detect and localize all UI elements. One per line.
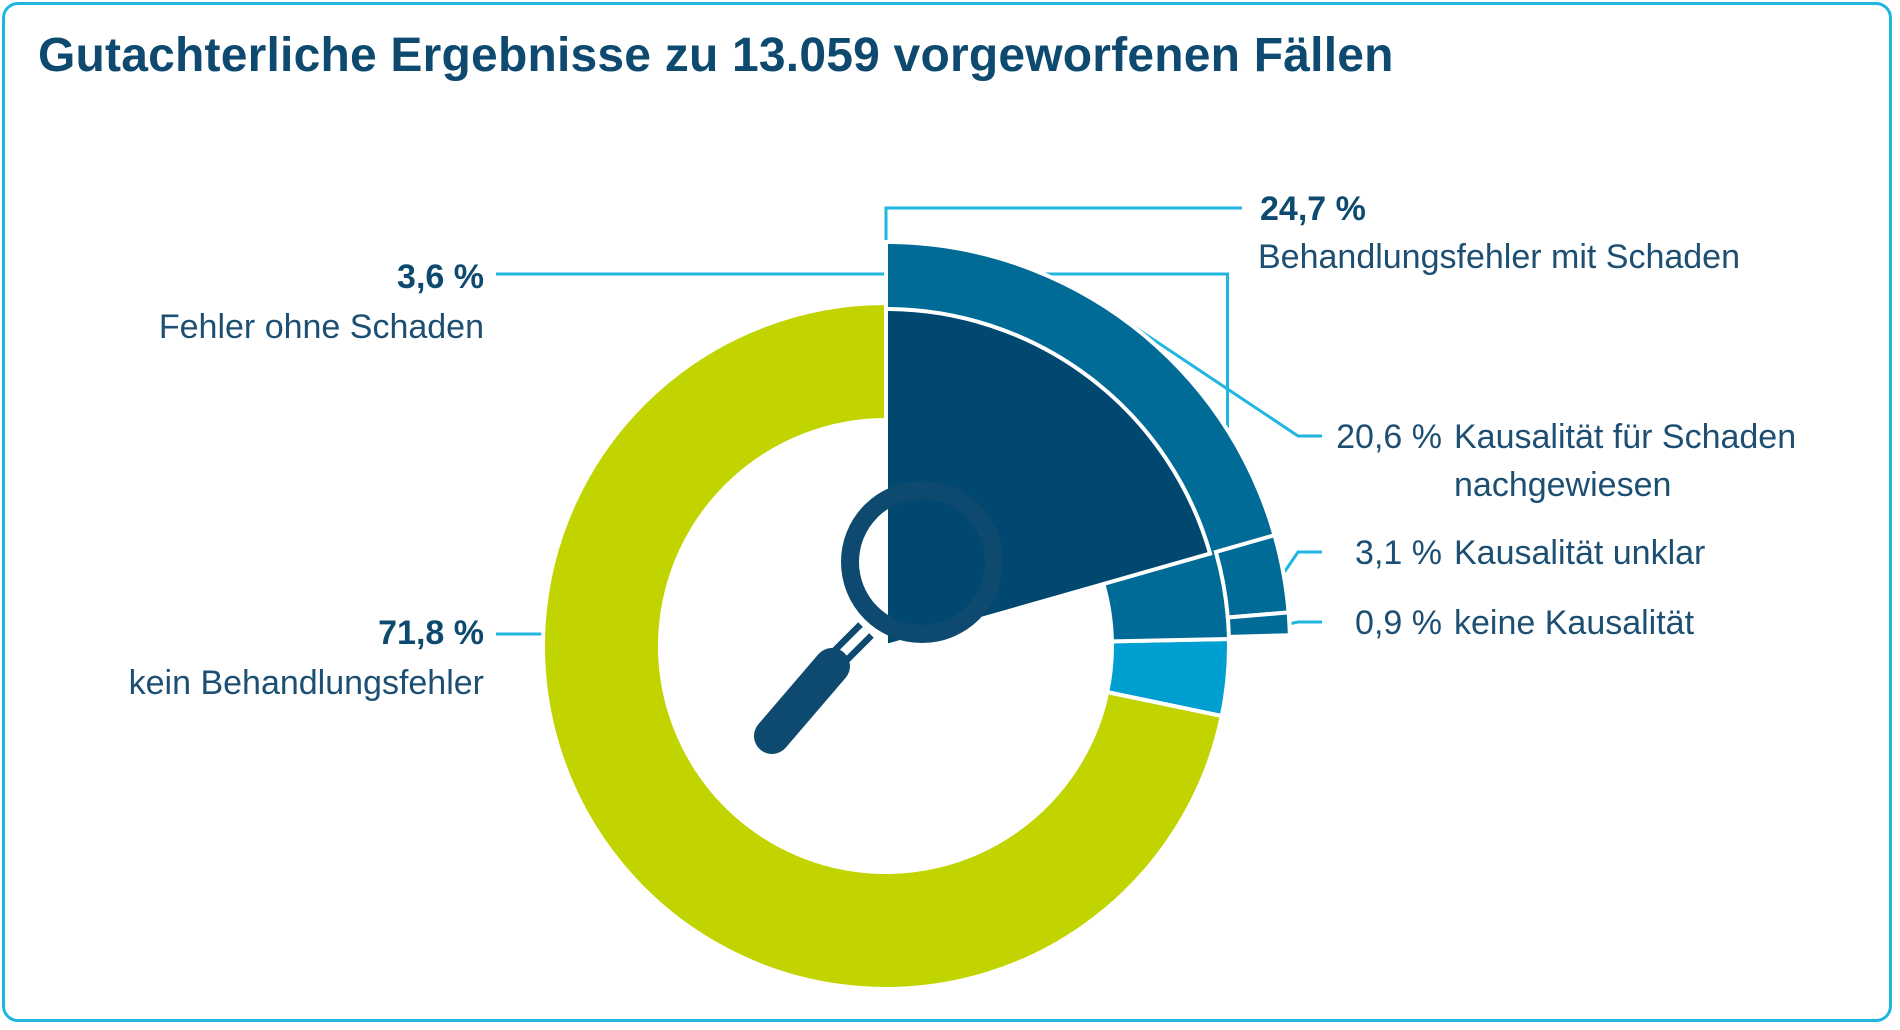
label-nachgewiesen-pct: 20,6 % — [1336, 418, 1442, 456]
label-nachgewiesen-name-2: nachgewiesen — [1454, 466, 1671, 504]
subslice-unklar — [1213, 532, 1291, 620]
label-kein-fehler-name: kein Behandlungsfehler — [129, 664, 484, 702]
label-kein-fehler-pct: 71,8 % — [378, 614, 484, 652]
label-ohne-schaden-name: Fehler ohne Schaden — [159, 308, 484, 346]
label-mit-schaden-pct: 24,7 % — [1260, 190, 1366, 228]
label-nachgewiesen-name: Kausalität für Schaden — [1454, 418, 1796, 456]
leader-unklar — [1282, 550, 1322, 575]
leader-mit-schaden — [884, 206, 1242, 242]
label-ohne-schaden-pct: 3,6 % — [397, 258, 484, 296]
label-keine-pct: 0,9 % — [1355, 604, 1442, 642]
label-keine-name: keine Kausalität — [1454, 604, 1695, 642]
magnifier-icon — [754, 481, 1003, 754]
label-unklar-name: Kausalität unklar — [1454, 534, 1705, 572]
leader-keine — [1289, 620, 1322, 626]
data-labels: 24,7 % Behandlungsfehler mit Schaden 3,6… — [129, 190, 1796, 702]
subslice-nachgewiesen — [884, 306, 1213, 649]
breakdown-slices — [884, 306, 1292, 649]
label-mit-schaden-name: Behandlungsfehler mit Schaden — [1258, 238, 1740, 276]
subslice-keine — [1225, 610, 1292, 639]
chart-title: Gutachterliche Ergebnisse zu 13.059 vorg… — [38, 29, 1394, 82]
leader-nachgewiesen — [1128, 322, 1322, 438]
slice-kein_fehler — [541, 300, 1225, 991]
label-unklar-pct: 3,1 % — [1355, 534, 1442, 572]
